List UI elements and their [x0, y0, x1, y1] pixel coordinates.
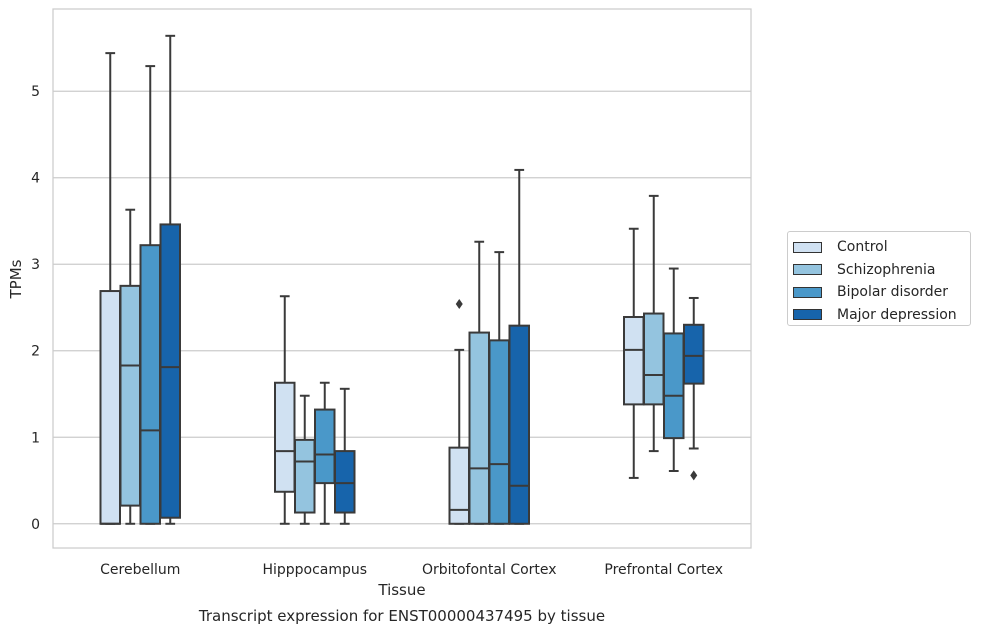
legend-swatch — [793, 241, 822, 253]
box-iqr — [139, 244, 161, 525]
box-iqr — [294, 438, 316, 514]
y-tick-label: 4 — [31, 171, 40, 187]
box-iqr — [623, 316, 645, 406]
box-bipolar-disorder — [139, 65, 161, 525]
y-tick-label: 0 — [31, 517, 40, 533]
box-control — [274, 295, 296, 525]
box-iqr — [314, 408, 336, 485]
outlier-point — [690, 470, 698, 481]
box-iqr — [99, 290, 121, 525]
x-tick-label: Orbitofontal Cortex — [422, 562, 557, 578]
box-schizophrenia — [468, 240, 490, 525]
x-axis-label: Tissue — [377, 581, 425, 599]
y-tick-label: 1 — [31, 430, 40, 446]
legend-label: Major depression — [837, 306, 957, 323]
outlier-point — [455, 299, 463, 310]
box-control — [623, 227, 645, 479]
box-bipolar-disorder — [488, 251, 510, 525]
y-tick-label: 3 — [31, 257, 40, 273]
box-iqr — [643, 312, 665, 406]
legend-item: Schizophrenia — [793, 259, 970, 282]
legend-label: Bipolar disorder — [837, 284, 949, 301]
box-major-depression — [334, 387, 356, 525]
legend-item: Bipolar disorder — [793, 281, 970, 304]
x-tick-label: Prefrontal Cortex — [604, 562, 723, 578]
box-iqr — [334, 450, 356, 514]
x-tick-labels: Cerebellum Hipppocampus Orbitofontal Corte… — [100, 562, 723, 578]
legend-item: Major depression — [793, 304, 970, 327]
plot-frame — [52, 8, 752, 549]
legend: Control Schizophrenia Bipolar disorder Majo… — [787, 231, 971, 326]
box-schizophrenia — [643, 194, 665, 453]
x-tick-label: Cerebellum — [100, 562, 180, 578]
legend-swatch — [793, 286, 822, 298]
box-iqr — [274, 381, 296, 493]
legend-swatch — [793, 264, 822, 276]
y-axis-label: TPMs — [7, 259, 25, 299]
box-schizophrenia — [119, 208, 141, 525]
chart-title: Transcript expression for ENST0000043749… — [198, 607, 605, 625]
box-iqr — [159, 223, 181, 519]
box-major-depression — [683, 296, 705, 481]
box-iqr — [468, 331, 490, 525]
y-tick-label: 5 — [31, 84, 40, 100]
y-tick-labels: 0 1 2 3 4 5 — [31, 84, 40, 533]
legend-label: Control — [837, 239, 888, 256]
legend-label: Schizophrenia — [837, 261, 936, 278]
x-tick-label: Hipppocampus — [262, 562, 367, 578]
box-bipolar-disorder — [663, 267, 685, 472]
box-iqr — [508, 324, 530, 525]
legend-swatch — [793, 309, 822, 321]
box-iqr — [488, 339, 510, 525]
box-iqr — [119, 284, 141, 507]
y-tick-label: 2 — [31, 344, 40, 360]
box-control — [99, 52, 121, 525]
box-iqr — [683, 323, 705, 385]
box-bipolar-disorder — [314, 381, 336, 525]
box-control — [448, 299, 470, 525]
legend-item: Control — [793, 236, 970, 259]
box-major-depression — [159, 34, 181, 525]
box-major-depression — [508, 168, 530, 525]
box-series — [99, 34, 705, 525]
box-iqr — [663, 332, 685, 440]
box-schizophrenia — [294, 394, 316, 525]
box-iqr — [448, 446, 470, 525]
